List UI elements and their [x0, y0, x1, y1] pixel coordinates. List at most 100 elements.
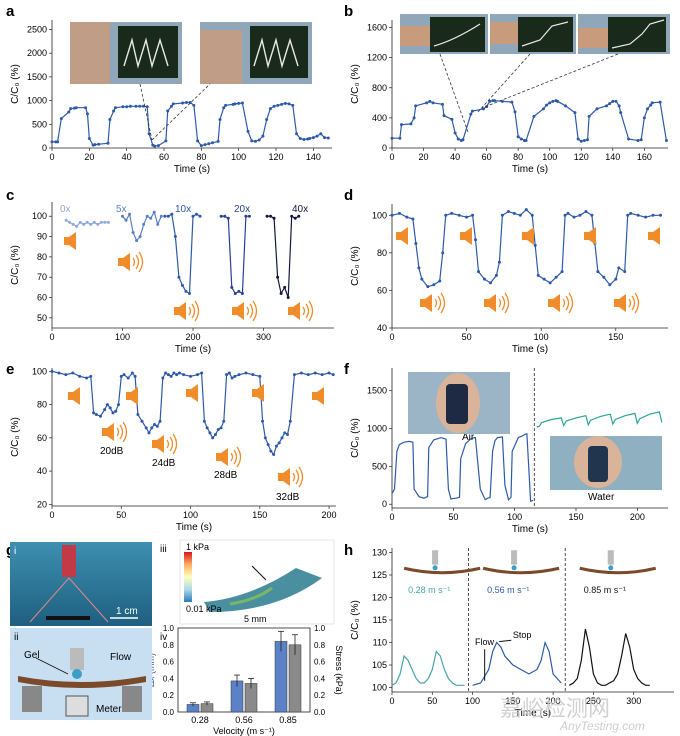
- series-line: [472, 640, 562, 686]
- data-point: [173, 235, 177, 239]
- data-point: [191, 214, 195, 218]
- data-point: [286, 296, 290, 300]
- data-point: [313, 371, 317, 375]
- photo-inset-b1: [400, 14, 488, 54]
- data-point: [261, 419, 265, 423]
- inset-pointer-a2: [151, 83, 211, 141]
- data-point: [584, 210, 588, 214]
- data-point: [189, 374, 193, 378]
- x-tick-label: 120: [268, 152, 283, 162]
- panel-label-c: c: [6, 187, 14, 204]
- x-tick-label: 200: [185, 332, 200, 342]
- series-line: [221, 215, 250, 295]
- data-point: [398, 136, 402, 140]
- x-tick-label: 200: [546, 696, 561, 706]
- y-tick-label: 120: [372, 593, 387, 603]
- data-point: [512, 211, 516, 215]
- series-line: [52, 101, 329, 147]
- speaker-icon: [522, 227, 534, 245]
- y-tick-label: 2000: [27, 48, 47, 58]
- data-point: [438, 279, 442, 283]
- y2-tick-label: 0.6: [314, 658, 326, 667]
- annotation-label: 32dB: [276, 492, 300, 503]
- sub-label-ii: ii: [14, 632, 18, 643]
- data-point: [258, 374, 262, 378]
- data-point: [84, 106, 88, 110]
- data-point: [50, 140, 54, 144]
- x-tick-label: 40: [450, 152, 460, 162]
- x-tick-label: 120: [574, 152, 589, 162]
- nozzle-shape: [607, 550, 614, 565]
- data-point: [136, 413, 140, 417]
- data-point: [417, 266, 421, 270]
- data-point: [172, 371, 176, 375]
- data-point: [196, 139, 200, 143]
- data-point: [131, 230, 135, 234]
- x-tick-label: 100: [115, 332, 130, 342]
- colorbar-bottom-label: 0.01 kPa: [186, 604, 222, 614]
- data-point: [319, 132, 323, 136]
- y-tick-label: 1500: [27, 72, 47, 82]
- data-point: [596, 270, 600, 274]
- inset-pointer-a: [139, 83, 153, 141]
- data-point: [106, 141, 110, 145]
- x-axis-label: Time (s): [175, 344, 211, 355]
- data-point: [150, 426, 154, 430]
- watermark-en: AnyTesting.com: [559, 719, 645, 733]
- data-point: [611, 99, 615, 103]
- data-point: [269, 214, 273, 218]
- y-tick-label: 40: [37, 466, 47, 476]
- data-point: [218, 118, 222, 122]
- data-point: [292, 373, 296, 377]
- data-point: [155, 424, 159, 428]
- data-point: [461, 138, 465, 142]
- data-point: [272, 216, 276, 220]
- data-point: [441, 251, 445, 255]
- x-tick-label: 40: [122, 152, 132, 162]
- data-point: [442, 114, 446, 118]
- data-point: [311, 136, 315, 140]
- data-point: [145, 105, 149, 109]
- meter-label: Meter: [96, 704, 122, 715]
- y-axis-label: C/C₀ (%): [10, 64, 21, 104]
- data-point: [237, 289, 241, 293]
- data-point: [595, 107, 599, 111]
- sub-label-iii: iii: [160, 544, 167, 555]
- y-tick-label: 1.0: [163, 624, 175, 633]
- photo-g-i: [10, 542, 152, 626]
- data-point: [566, 211, 570, 215]
- data-point: [545, 103, 549, 107]
- series-line: [391, 208, 661, 288]
- data-point: [290, 214, 294, 218]
- data-point: [519, 137, 523, 141]
- data-point: [96, 222, 100, 226]
- data-point: [184, 100, 188, 104]
- data-point: [250, 139, 254, 143]
- data-point: [444, 213, 448, 217]
- x-tick-label: 100: [534, 332, 549, 342]
- data-point: [327, 371, 331, 375]
- data-point: [98, 414, 102, 418]
- data-point: [560, 270, 564, 274]
- data-point: [283, 285, 287, 289]
- speaker-wave-icon: [231, 300, 258, 322]
- data-point: [532, 114, 536, 118]
- data-point: [153, 144, 157, 148]
- y-axis-label: C/C₀ (%): [350, 600, 361, 640]
- data-point: [121, 214, 124, 218]
- data-point: [573, 111, 577, 115]
- data-point: [187, 291, 191, 295]
- x-tick-label: 0.85: [279, 715, 297, 725]
- data-point: [563, 104, 567, 108]
- data-point: [224, 103, 228, 107]
- x-axis-label: Time (s): [174, 164, 210, 175]
- data-point: [138, 235, 142, 239]
- y2-tick-label: 1.0: [314, 624, 326, 633]
- data-point: [326, 136, 330, 140]
- speaker-wave-icon: [277, 466, 304, 488]
- data-point: [651, 213, 655, 217]
- data-point: [548, 281, 552, 285]
- annotation-label: 24dB: [152, 458, 176, 469]
- data-point: [216, 428, 220, 432]
- speaker-icon: [186, 384, 198, 402]
